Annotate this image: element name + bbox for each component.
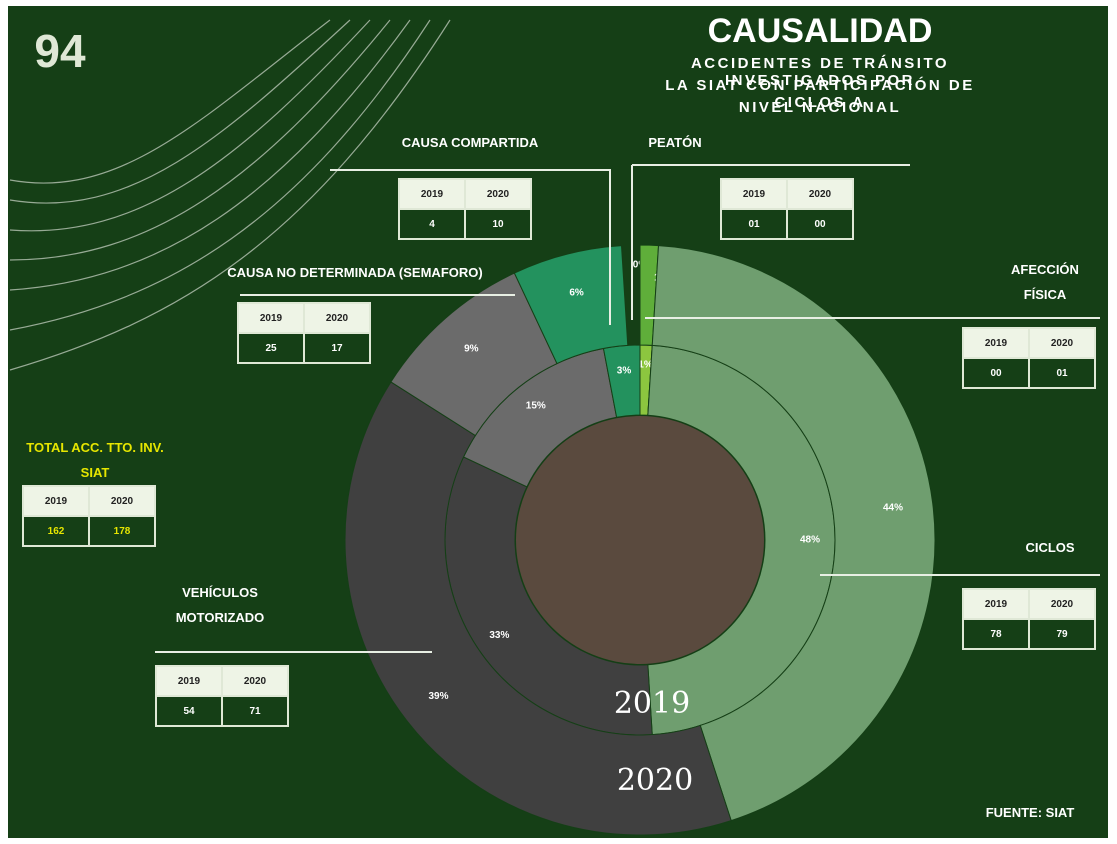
header-cell: 2019 [398,178,466,210]
category-label: CAUSA COMPARTIDA [401,135,539,150]
header-row: 2019 2020 [962,588,1096,620]
value-row: 4 10 [398,208,532,240]
ring-label: 2020 [617,763,693,798]
header-cell: 2020 [88,485,156,517]
value-cell: 10 [464,208,532,240]
percent-label: 1% [638,360,653,371]
header-row: 2019 2020 [398,178,532,210]
header-row: 2019 2020 [22,485,156,517]
header-cell: 2020 [1028,588,1096,620]
count-table: 2019 2020 54 71 [155,665,289,727]
count-table: 2019 2020 01 00 [720,178,854,240]
source: FUENTE: SIAT [985,805,1075,820]
header-cell: 2020 [221,665,289,697]
value-cell: 00 [962,357,1030,389]
percent-label: 9% [464,343,479,354]
count-table: 2019 2020 00 01 [962,327,1096,389]
photo [516,416,764,664]
subtitle: LA SIAT CON PARTICIPACIÓN DE CICLOS A [665,77,975,111]
category-label: CAUSA NO DETERMINADA (SEMAFORO) [227,265,483,280]
total-label: TOTAL ACC. TTO. INV. SIAT [26,440,164,480]
title: CAUSALIDAD [707,12,933,50]
logo: 94 [34,25,86,77]
value-cell: 4 [398,208,466,240]
header-cell: 2020 [786,178,854,210]
percent-label: 15% [526,400,546,411]
value-cell: 01 [720,208,788,240]
donut-segment [651,245,936,822]
value-cell: 79 [1028,618,1096,650]
count-table: 2019 2020 78 79 [962,588,1096,650]
value-cell: 71 [221,695,289,727]
percent-label: 48% [800,535,820,546]
header-row: 2019 2020 [237,302,371,334]
percent-label: 44% [883,503,903,514]
value-cell: 162 [22,515,90,547]
header-cell: 2020 [303,302,371,334]
value-row: 00 01 [962,357,1096,389]
header-cell: 2020 [464,178,532,210]
count-table: 2019 2020 4 10 [398,178,532,240]
percent-label: 39% [429,691,449,702]
donut-segment [344,381,732,836]
value-row: 25 17 [237,332,371,364]
subtitle: ACCIDENTES DE TRÁNSITO INVESTIGADOS POR [690,55,950,89]
header-cell: 2019 [237,302,305,334]
percent-label: 6% [569,288,584,299]
header-row: 2019 2020 [720,178,854,210]
header-cell: 2019 [155,665,223,697]
value-row: 162 178 [22,515,156,547]
value-row: 01 00 [720,208,854,240]
subtitle: NIVEL NACIONAL [738,99,902,116]
header-cell: 2019 [22,485,90,517]
deco-lines [9,19,451,371]
category-label: VEHÍCULOS MOTORIZADO [175,585,265,625]
value-cell: 25 [237,332,305,364]
header-row: 2019 2020 [155,665,289,697]
percent-label: 3% [617,365,632,376]
header-row: 2019 2020 [962,327,1096,359]
value-cell: 178 [88,515,156,547]
donut-segment [513,245,629,365]
category-label: PEATÓN [648,135,702,150]
header-cell: 2019 [962,327,1030,359]
leader-line [631,164,910,320]
category-label: AFECCIÓN FÍSICA [1011,262,1079,302]
leader-line [330,169,611,325]
header-cell: 2020 [1028,327,1096,359]
header-cell: 2019 [720,178,788,210]
count-table: 2019 2020 162 178 [22,485,156,547]
value-cell: 17 [303,332,371,364]
header-cell: 2019 [962,588,1030,620]
value-row: 54 71 [155,695,289,727]
count-table: 2019 2020 25 17 [237,302,371,364]
percent-label: 33% [489,630,509,641]
value-row: 78 79 [962,618,1096,650]
category-label: CICLOS [1025,540,1075,555]
value-cell: 01 [1028,357,1096,389]
value-cell: 54 [155,695,223,727]
value-cell: 00 [786,208,854,240]
value-cell: 78 [962,618,1030,650]
ring-label: 2019 [614,686,690,721]
